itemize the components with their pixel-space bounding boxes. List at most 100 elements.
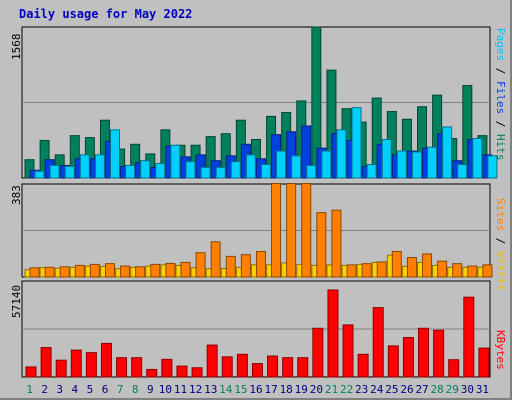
bar-pages-day-30 (472, 138, 483, 179)
legend-bottom-part-0: KBytes (494, 330, 507, 370)
bar-kbytes-day-20 (312, 327, 324, 378)
chart-title: Daily usage for May 2022 (19, 7, 193, 21)
legend-top-part-2: Files (494, 81, 507, 115)
bar-kbytes-day-10 (161, 358, 173, 378)
legend-top: Pages / Files / Hits (494, 28, 507, 161)
bar-pages-day-20 (321, 150, 332, 179)
y-max-label-middle: 383 (10, 185, 23, 205)
x-tick-label-27: 27 (415, 383, 428, 396)
bar-sites-day-23 (361, 263, 372, 278)
bar-sites-day-7 (120, 265, 131, 278)
bar-sites-day-10 (165, 262, 176, 278)
bar-sites-day-27 (422, 253, 433, 278)
legend-middle-part-1: / (494, 231, 507, 251)
legend-middle: Sites / Visits (494, 198, 507, 291)
bar-kbytes-day-19 (297, 357, 309, 378)
legend-bottom: KBytes (494, 330, 507, 370)
bar-sites-day-5 (89, 263, 100, 278)
bar-kbytes-day-14 (221, 356, 233, 378)
bar-kbytes-day-8 (131, 357, 143, 378)
bar-sites-day-21 (331, 209, 342, 278)
x-tick-label-1: 1 (26, 383, 33, 396)
x-tick-label-13: 13 (204, 383, 217, 396)
bar-kbytes-day-17 (267, 355, 279, 378)
bar-pages-day-14 (230, 161, 241, 179)
bar-sites-day-30 (467, 265, 478, 278)
bar-pages-day-11 (185, 161, 196, 179)
x-tick-label-19: 19 (295, 383, 308, 396)
bar-sites-day-19 (301, 183, 312, 278)
bar-pages-day-1 (34, 170, 45, 179)
bar-kbytes-day-27 (418, 327, 430, 378)
x-tick-label-2: 2 (41, 383, 48, 396)
bar-pages-day-19 (306, 164, 317, 179)
legend-top-part-3: / (494, 114, 507, 134)
bar-pages-day-17 (276, 150, 287, 179)
bar-pages-day-21 (336, 129, 347, 179)
bar-kbytes-day-21 (327, 289, 339, 378)
bar-sites-day-14 (225, 255, 236, 278)
x-tick-label-17: 17 (264, 383, 277, 396)
bar-kbytes-day-28 (433, 329, 445, 378)
bar-pages-day-12 (200, 166, 211, 179)
bar-pages-day-5 (94, 154, 105, 179)
bar-kbytes-day-2 (40, 347, 52, 378)
bar-kbytes-day-26 (402, 337, 414, 378)
bar-pages-day-23 (366, 164, 377, 179)
bar-pages-day-6 (109, 129, 120, 179)
x-tick-label-15: 15 (234, 383, 247, 396)
bar-pages-day-4 (79, 154, 90, 179)
bar-pages-day-2 (49, 164, 60, 179)
bar-sites-day-9 (150, 263, 161, 278)
x-tick-label-5: 5 (87, 383, 94, 396)
x-tick-label-12: 12 (189, 383, 202, 396)
bar-sites-day-6 (104, 263, 115, 278)
x-tick-label-25: 25 (385, 383, 398, 396)
bar-kbytes-day-15 (236, 353, 248, 378)
panel-middle (21, 183, 493, 278)
x-tick-label-4: 4 (72, 383, 79, 396)
bar-pages-day-3 (64, 165, 75, 179)
bar-kbytes-day-7 (116, 357, 128, 378)
x-tick-label-11: 11 (174, 383, 187, 396)
bar-kbytes-day-24 (372, 307, 384, 378)
bar-kbytes-day-31 (478, 347, 490, 378)
x-tick-label-9: 9 (147, 383, 154, 396)
bar-pages-day-18 (291, 155, 302, 179)
bar-sites-day-11 (180, 261, 191, 278)
x-tick-label-18: 18 (280, 383, 293, 396)
bar-sites-day-4 (74, 264, 85, 278)
bar-kbytes-day-5 (85, 352, 97, 378)
bar-pages-day-10 (170, 144, 181, 179)
x-tick-label-14: 14 (219, 383, 233, 396)
bar-pages-day-15 (245, 154, 256, 179)
bar-pages-day-27 (427, 146, 438, 179)
bar-pages-day-22 (351, 107, 362, 179)
bar-kbytes-day-1 (25, 366, 37, 378)
x-tick-label-29: 29 (446, 383, 459, 396)
bar-pages-day-25 (396, 150, 407, 179)
bar-pages-day-16 (260, 164, 271, 179)
bar-kbytes-day-23 (357, 353, 369, 378)
bar-kbytes-day-18 (282, 357, 294, 378)
legend-top-part-1: / (494, 61, 507, 81)
bar-pages-day-13 (215, 166, 226, 179)
x-tick-label-24: 24 (370, 383, 384, 396)
bar-sites-day-25 (391, 251, 402, 278)
x-tick-label-10: 10 (159, 383, 172, 396)
bar-kbytes-day-16 (251, 363, 263, 378)
bar-sites-day-18 (286, 183, 297, 278)
legend-middle-part-2: Visits (494, 251, 507, 291)
bar-pages-day-26 (411, 151, 422, 179)
panel-top (21, 26, 498, 179)
y-max-label-top: 1568 (10, 33, 23, 61)
bar-pages-day-8 (140, 160, 151, 179)
x-tick-label-7: 7 (117, 383, 124, 396)
legend-top-part-0: Pages (494, 28, 507, 62)
x-tick-label-22: 22 (340, 383, 353, 396)
bar-kbytes-day-6 (100, 342, 112, 378)
bar-kbytes-day-12 (191, 367, 203, 378)
y-max-label-bottom: 57140 (10, 284, 23, 318)
x-tick-label-21: 21 (325, 383, 338, 396)
